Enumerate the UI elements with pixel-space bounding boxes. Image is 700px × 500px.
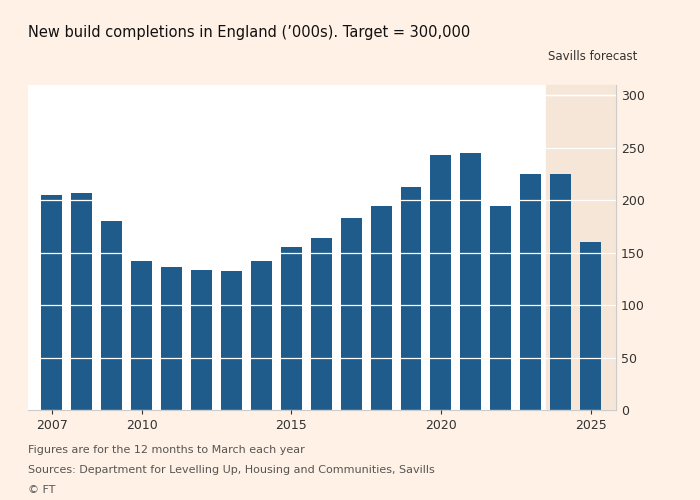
- Bar: [400, 186, 421, 410]
- Bar: [251, 261, 272, 410]
- Bar: [461, 153, 482, 410]
- Bar: [341, 218, 362, 410]
- Bar: [490, 206, 511, 410]
- Text: Sources: Department for Levelling Up, Housing and Communities, Savills: Sources: Department for Levelling Up, Ho…: [28, 465, 435, 475]
- Bar: [370, 206, 391, 410]
- Bar: [281, 248, 302, 410]
- Bar: [161, 268, 182, 410]
- Text: Savills forecast: Savills forecast: [547, 50, 637, 62]
- Bar: [41, 195, 62, 410]
- Bar: [221, 270, 242, 410]
- Text: Figures are for the 12 months to March each year: Figures are for the 12 months to March e…: [28, 445, 304, 455]
- Bar: [71, 193, 92, 410]
- Bar: [191, 270, 212, 410]
- Bar: [580, 242, 601, 410]
- Bar: [430, 155, 452, 410]
- Bar: [102, 222, 122, 410]
- Bar: [550, 174, 571, 410]
- Text: New build completions in England (’000s). Target = 300,000: New build completions in England (’000s)…: [28, 25, 470, 40]
- Bar: [131, 261, 152, 410]
- Bar: [546, 85, 616, 410]
- Text: © FT: © FT: [28, 485, 55, 495]
- Bar: [520, 174, 541, 410]
- Bar: [311, 238, 332, 410]
